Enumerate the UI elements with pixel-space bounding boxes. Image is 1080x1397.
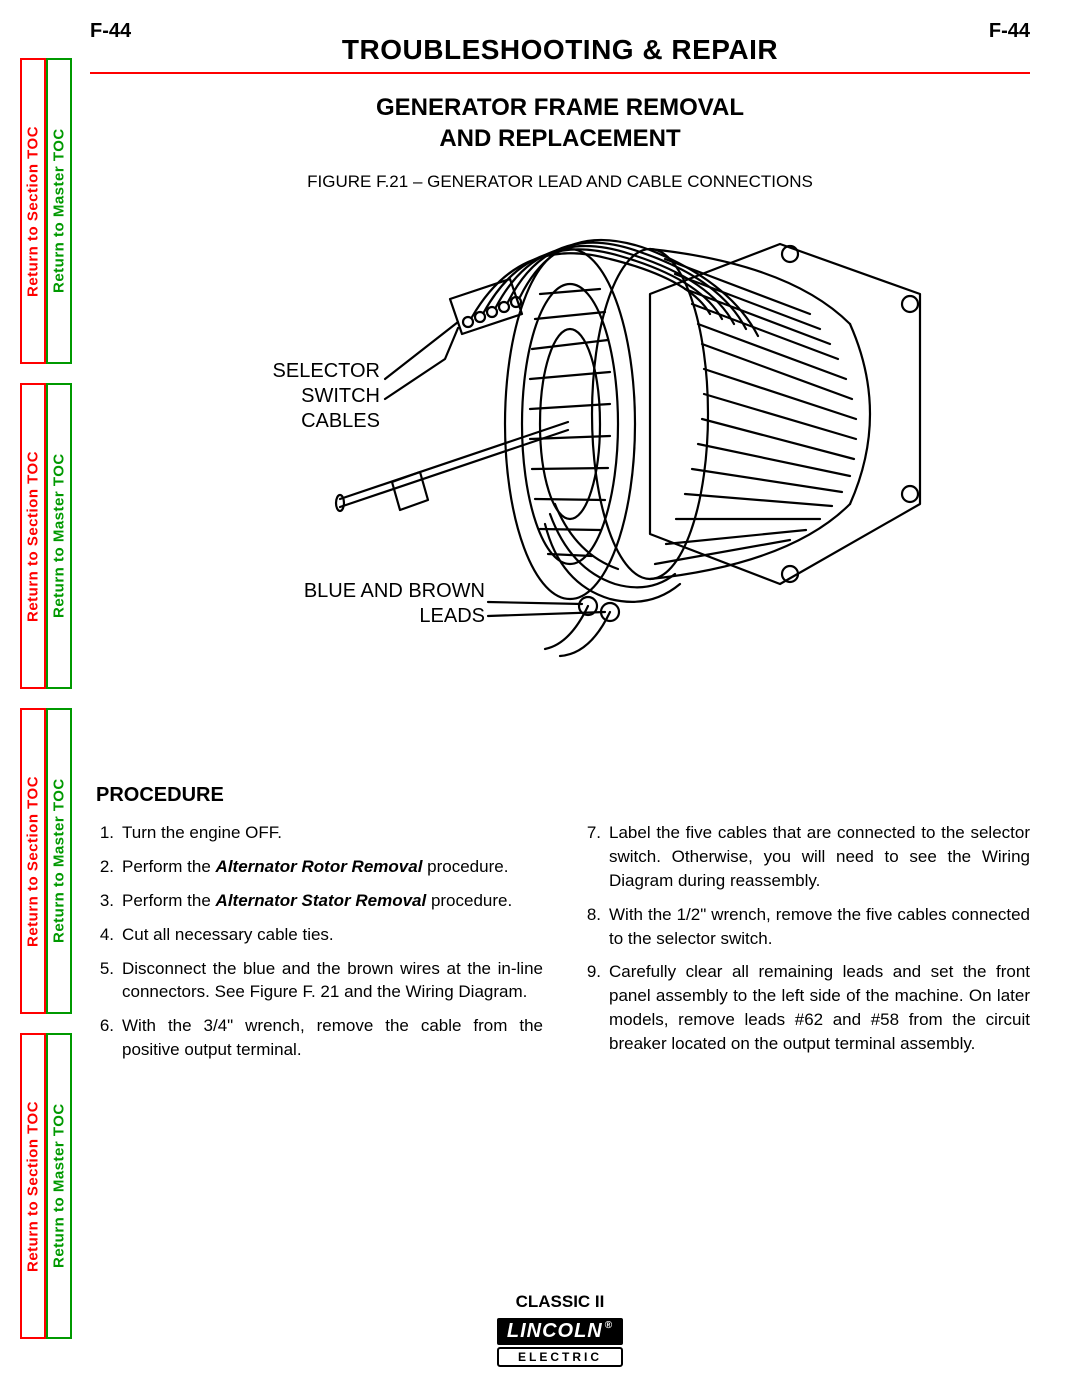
step-text: Cut all necessary cable ties. [122, 923, 543, 947]
step-text: Disconnect the blue and the brown wires … [122, 957, 543, 1005]
generator-diagram [90, 204, 1030, 724]
step-text: Perform the Alternator Stator Removal pr… [122, 889, 543, 913]
figure-caption: FIGURE F.21 – GENERATOR LEAD AND CABLE C… [90, 172, 1030, 192]
procedure-columns: 1. Turn the engine OFF. 2. Perform the Alte… [90, 821, 1030, 1071]
procedure-step: 5.Disconnect the blue and the brown wire… [90, 957, 543, 1005]
procedure-heading: PROCEDURE [96, 784, 1030, 807]
step-number: 1. [90, 821, 114, 845]
figure-label-selector: SELECTOR SWITCH CABLES [230, 359, 380, 434]
step-emphasis: Alternator Stator Removal [216, 891, 427, 910]
step-text: Perform the Alternator Rotor Removal pro… [122, 855, 543, 879]
figure-f21: SELECTOR SWITCH CABLES BLUE AND BROWN LE… [90, 204, 1030, 724]
page-footer: CLASSIC II LINCOLN® ELECTRIC [90, 1292, 1030, 1367]
procedure-col-left: 1. Turn the engine OFF. 2. Perform the Alte… [90, 821, 543, 1071]
step-number: 2. [90, 855, 114, 879]
step-number: 5. [90, 957, 114, 1005]
figure-label-blue-brown: BLUE AND BROWN LEADS [295, 579, 485, 629]
step-text: Label the five cables that are connected… [609, 821, 1030, 892]
page-content: F-44 TROUBLESHOOTING & REPAIR F-44 GENER… [90, 20, 1030, 1367]
procedure-step: 4. Cut all necessary cable ties. [90, 923, 543, 947]
subtitle-line: GENERATOR FRAME REMOVAL [376, 94, 744, 121]
procedure-step: 8.With the 1/2" wrench, remove the five … [577, 903, 1030, 951]
return-section-toc-tab[interactable]: Return to Section TOC [20, 383, 46, 689]
step-text: With the 1/2" wrench, remove the five ca… [609, 903, 1030, 951]
procedure-step: 9.Carefully clear all remaining leads an… [577, 960, 1030, 1055]
procedure-step: 2. Perform the Alternator Rotor Removal p… [90, 855, 543, 879]
return-master-toc-tab[interactable]: Return to Master TOC [46, 58, 72, 364]
return-section-toc-tab[interactable]: Return to Section TOC [20, 1033, 46, 1339]
step-number: 4. [90, 923, 114, 947]
procedure-col-right: 7.Label the five cables that are connect… [577, 821, 1030, 1071]
step-text: Turn the engine OFF. [122, 821, 543, 845]
return-master-toc-tab[interactable]: Return to Master TOC [46, 708, 72, 1014]
page-number-right: F-44 [989, 20, 1030, 43]
section-title: TROUBLESHOOTING & REPAIR [131, 34, 989, 66]
step-number: 7. [577, 821, 601, 892]
page-subtitle: GENERATOR FRAME REMOVAL AND REPLACEMENT [90, 92, 1030, 154]
step-number: 3. [90, 889, 114, 913]
subtitle-line: AND REPLACEMENT [439, 125, 680, 152]
step-number: 6. [90, 1014, 114, 1062]
page-header: F-44 TROUBLESHOOTING & REPAIR F-44 [90, 20, 1030, 66]
lincoln-logo: LINCOLN® ELECTRIC [497, 1318, 623, 1367]
step-number: 9. [577, 960, 601, 1055]
header-rule [90, 72, 1030, 74]
procedure-step: 1. Turn the engine OFF. [90, 821, 543, 845]
logo-subbrand: ELECTRIC [497, 1347, 623, 1367]
return-section-toc-tab[interactable]: Return to Section TOC [20, 708, 46, 1014]
step-text: With the 3/4" wrench, remove the cable f… [122, 1014, 543, 1062]
step-emphasis: Alternator Rotor Removal [216, 857, 423, 876]
page-number-left: F-44 [90, 20, 131, 43]
step-number: 8. [577, 903, 601, 951]
logo-registered: ® [605, 1320, 613, 1331]
return-master-toc-tab[interactable]: Return to Master TOC [46, 383, 72, 689]
procedure-step: 3. Perform the Alternator Stator Removal … [90, 889, 543, 913]
procedure-step: 7.Label the five cables that are connect… [577, 821, 1030, 892]
return-section-toc-tab[interactable]: Return to Section TOC [20, 58, 46, 364]
return-master-toc-tab[interactable]: Return to Master TOC [46, 1033, 72, 1339]
sidebar-toc-tabs: Return to Section TOC Return to Section … [20, 58, 72, 1339]
step-text: Carefully clear all remaining leads and … [609, 960, 1030, 1055]
procedure-step: 6.With the 3/4" wrench, remove the cable… [90, 1014, 543, 1062]
logo-brand: LINCOLN [507, 1320, 603, 1342]
footer-model: CLASSIC II [90, 1292, 1030, 1312]
